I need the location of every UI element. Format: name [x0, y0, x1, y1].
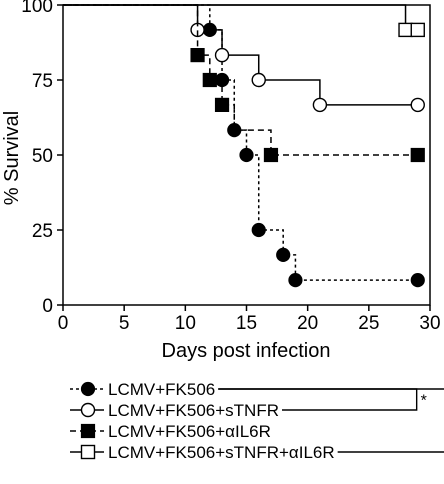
series-1-point-2 [251, 72, 266, 88]
legend: LCMV+FK506 LCMV+FK506+sTNFR LCMV+FK506+αIL… [70, 380, 444, 462]
series-0 [63, 4, 425, 288]
legend-label-1: LCMV+FK506+sTNFR [108, 401, 279, 420]
series-1-point-1 [214, 47, 230, 63]
series-2-point-3 [263, 147, 279, 163]
legend-label-2: LCMV+FK506+αIL6R [108, 422, 271, 441]
x-axis-label: Days post infection [162, 340, 331, 362]
y-tick-label-2: 50 [32, 146, 53, 167]
series-3 [63, 4, 425, 38]
series-line-1 [63, 4, 418, 106]
series-0-point-4 [251, 222, 266, 238]
legend-marker-1 [80, 402, 96, 418]
series-1 [63, 4, 425, 113]
y-tick-label-3: 75 [32, 71, 53, 92]
legend-label-3: LCMV+FK506+sTNFR+αIL6R [108, 443, 335, 462]
y-tick-label-0: 0 [42, 296, 53, 317]
series-layer [63, 4, 425, 288]
x-tick-label-6: 30 [419, 313, 440, 334]
x-tick-label-5: 25 [358, 313, 379, 334]
series-2-point-2 [214, 97, 230, 113]
y-tick-label-4: 100 [21, 0, 53, 17]
axes: 0 5 10 15 20 25 30 0 25 50 75 100 [21, 0, 440, 334]
series-0-point-7 [410, 273, 425, 288]
series-2 [63, 4, 425, 163]
legend-marker-0 [80, 381, 96, 397]
legend-label-0: LCMV+FK506 [108, 380, 215, 399]
series-2-point-0 [190, 47, 205, 63]
x-tick-label-1: 5 [119, 313, 130, 334]
significance-bracket-1 [218, 388, 444, 453]
series-0-point-5 [276, 247, 291, 262]
series-3-point-1 [410, 22, 425, 38]
legend-marker-2 [80, 423, 96, 439]
series-2-point-4 [410, 147, 425, 163]
series-1-point-3 [312, 97, 328, 113]
y-axis-label: % Survival [1, 111, 23, 205]
x-tick-label-4: 20 [297, 313, 318, 334]
x-tick-label-3: 15 [236, 313, 257, 334]
series-0-point-6 [288, 273, 303, 288]
series-line-0 [63, 4, 418, 281]
legend-marker-3 [80, 444, 96, 460]
series-2-point-1 [202, 72, 217, 88]
series-0-point-3 [239, 147, 254, 163]
series-1-point-4 [410, 97, 425, 113]
x-tick-label-0: 0 [58, 313, 69, 334]
y-tick-label-1: 25 [32, 221, 53, 242]
series-3-point-0 [398, 22, 413, 38]
x-tick-label-2: 10 [175, 313, 196, 334]
series-line-3 [63, 4, 418, 31]
significance-label-0: * [421, 393, 427, 410]
